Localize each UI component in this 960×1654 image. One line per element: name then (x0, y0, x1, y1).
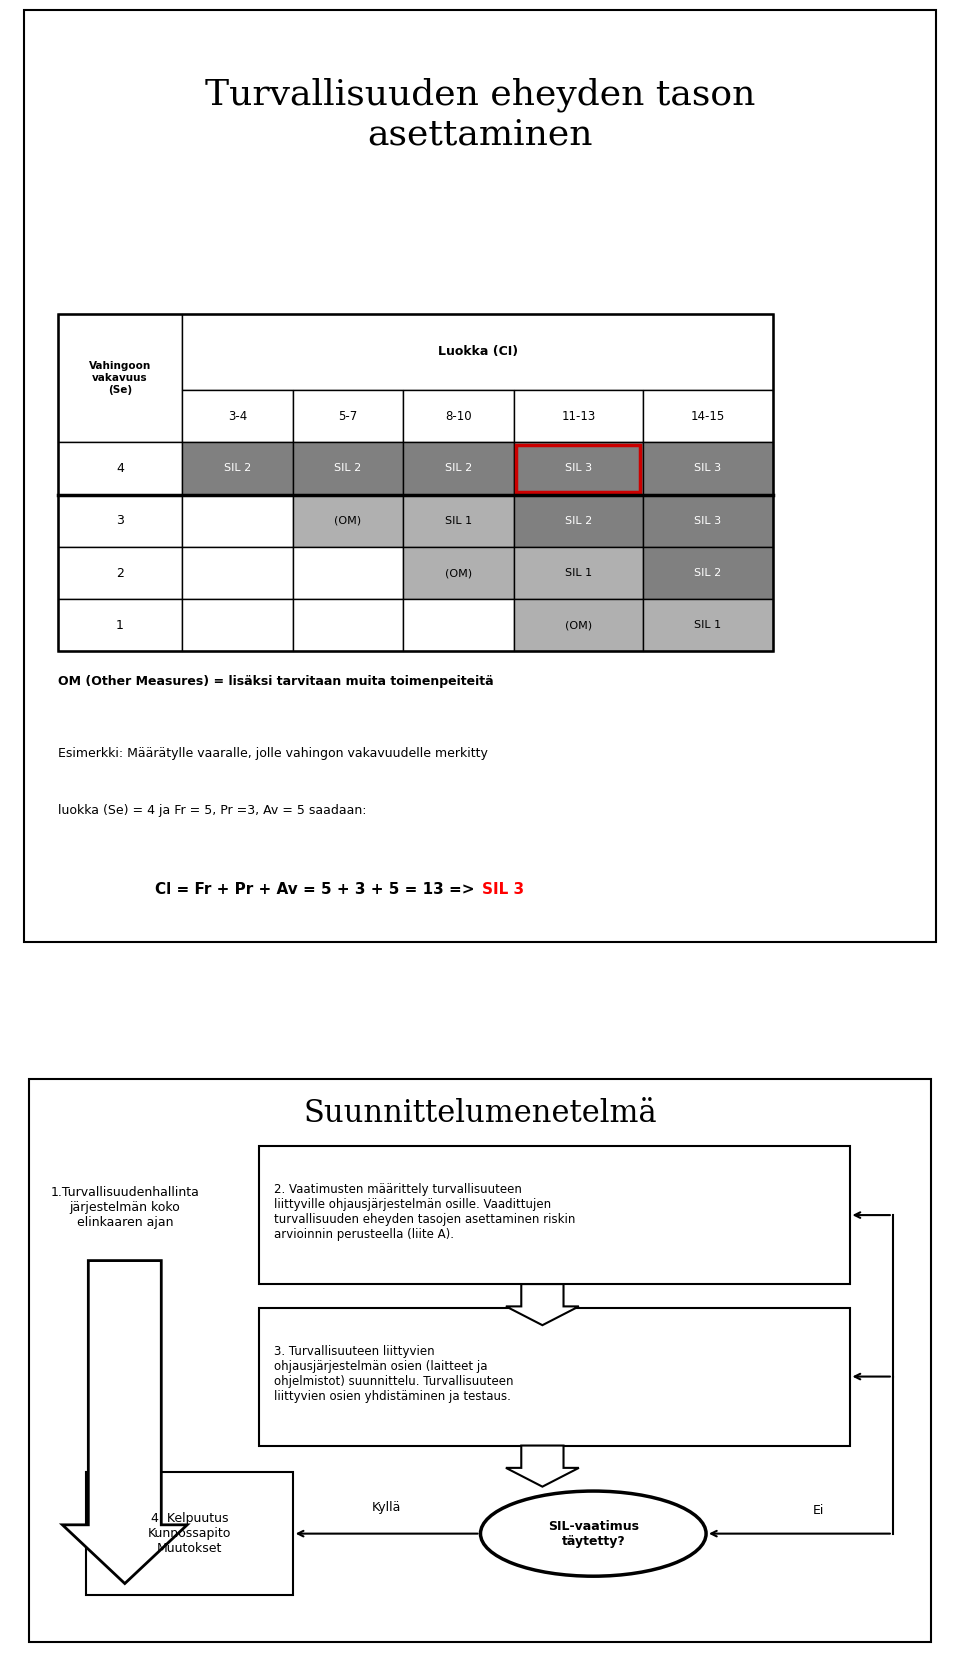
Polygon shape (506, 1446, 579, 1487)
Bar (293, 495, 403, 547)
Bar (182, 314, 773, 390)
Bar (259, 1146, 850, 1284)
Text: (OM): (OM) (564, 620, 592, 630)
Bar (403, 599, 514, 652)
Text: SIL 1: SIL 1 (444, 516, 472, 526)
Bar (643, 442, 773, 495)
Bar (58, 314, 773, 652)
Polygon shape (506, 1284, 579, 1325)
Text: Vahingoon
vakavuus
(Se): Vahingoon vakavuus (Se) (89, 362, 151, 395)
Text: 4: 4 (116, 461, 124, 475)
Text: SIL-vaatimus
täytetty?: SIL-vaatimus täytetty? (548, 1520, 638, 1548)
Text: SIL 1: SIL 1 (694, 620, 722, 630)
Text: Turvallisuuden eheyden tason
asettaminen: Turvallisuuden eheyden tason asettaminen (204, 78, 756, 151)
Bar (514, 442, 643, 495)
Text: SIL 2: SIL 2 (564, 516, 592, 526)
Text: SIL 3: SIL 3 (694, 463, 722, 473)
Bar (293, 599, 403, 652)
Text: SIL 2: SIL 2 (224, 463, 252, 473)
Text: SIL 3: SIL 3 (694, 516, 722, 526)
Text: 3-4: 3-4 (228, 410, 248, 422)
Bar (643, 599, 773, 652)
Text: SIL 2: SIL 2 (444, 463, 472, 473)
Ellipse shape (480, 1490, 706, 1576)
Bar (514, 599, 643, 652)
Text: 2. Vaatimusten määrittely turvallisuuteen
liittyville ohjausjärjestelmän osille.: 2. Vaatimusten määrittely turvallisuutee… (274, 1183, 575, 1242)
Text: 11-13: 11-13 (562, 410, 595, 422)
Text: OM (Other Measures) = lisäksi tarvitaan muita toimenpeiteitä: OM (Other Measures) = lisäksi tarvitaan … (58, 675, 493, 688)
Bar (403, 495, 514, 547)
Bar (514, 495, 643, 547)
Bar (182, 495, 293, 547)
Text: 14-15: 14-15 (691, 410, 725, 422)
Bar (643, 390, 773, 442)
Bar (182, 547, 293, 599)
Bar (514, 547, 643, 599)
Text: SIL 3: SIL 3 (482, 882, 524, 896)
Text: Suunnittelumenetelmä: Suunnittelumenetelmä (303, 1098, 657, 1130)
Text: 5-7: 5-7 (338, 410, 358, 422)
Text: (OM): (OM) (444, 567, 472, 577)
Bar (58, 599, 182, 652)
Bar (182, 390, 293, 442)
Text: SIL 2: SIL 2 (694, 567, 722, 577)
Bar (182, 442, 293, 495)
Text: SIL 1: SIL 1 (564, 567, 592, 577)
Text: (OM): (OM) (334, 516, 362, 526)
Bar (58, 314, 182, 442)
Text: 8-10: 8-10 (445, 410, 471, 422)
Text: luokka (Se) = 4 ja Fr = 5, Pr =3, Av = 5 saadaan:: luokka (Se) = 4 ja Fr = 5, Pr =3, Av = 5… (58, 804, 366, 817)
Bar (643, 547, 773, 599)
Text: 1.Turvallisuudenhallinta
järjestelmän koko
elinkaaren ajan: 1.Turvallisuudenhallinta järjestelmän ko… (50, 1186, 200, 1229)
Bar (58, 442, 182, 495)
Text: 3: 3 (116, 514, 124, 528)
Bar (514, 390, 643, 442)
Bar (516, 445, 640, 491)
Text: 2: 2 (116, 567, 124, 579)
Text: Kyllä: Kyllä (372, 1500, 401, 1513)
Text: Esimerkki: Määrätylle vaaralle, jolle vahingon vakavuudelle merkitty: Esimerkki: Määrätylle vaaralle, jolle va… (58, 746, 488, 759)
Text: Cl = Fr + Pr + Av = 5 + 3 + 5 = 13 =>: Cl = Fr + Pr + Av = 5 + 3 + 5 = 13 => (156, 882, 480, 896)
Text: 3. Turvallisuuteen liittyvien
ohjausjärjestelmän osien (laitteet ja
ohjelmistot): 3. Turvallisuuteen liittyvien ohjausjärj… (274, 1345, 513, 1403)
Text: Luokka (CI): Luokka (CI) (438, 346, 517, 359)
Polygon shape (62, 1260, 187, 1583)
Bar (403, 547, 514, 599)
Bar (643, 495, 773, 547)
Bar (293, 442, 403, 495)
Text: Ei: Ei (813, 1503, 825, 1517)
Bar (403, 390, 514, 442)
Bar (259, 1308, 850, 1446)
Bar (293, 390, 403, 442)
Text: SIL 3: SIL 3 (564, 463, 592, 473)
Bar (182, 599, 293, 652)
Text: 4. Kelpuutus
Kunnossapito
Muutokset: 4. Kelpuutus Kunnossapito Muutokset (148, 1512, 231, 1555)
Text: 1: 1 (116, 619, 124, 632)
Bar (86, 1472, 293, 1594)
Bar (58, 495, 182, 547)
Bar (58, 547, 182, 599)
Text: SIL 2: SIL 2 (334, 463, 362, 473)
Bar (403, 442, 514, 495)
Bar (293, 547, 403, 599)
